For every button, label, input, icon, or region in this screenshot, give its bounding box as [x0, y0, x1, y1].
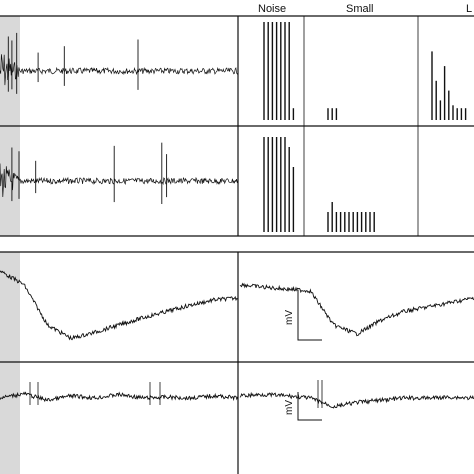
slow-trace-row-3-right: [239, 282, 474, 337]
scale-bar-row-3: [297, 290, 322, 341]
raw-trace-row-1: [0, 54, 239, 86]
scale-bar-row-4: [297, 392, 322, 421]
stimulus-shade-bottom: [0, 252, 20, 474]
column-label-large: L: [466, 3, 472, 15]
scale-bar-label-row-4: mV: [284, 400, 295, 415]
slow-trace-row-4-left: [0, 391, 239, 403]
histograms-layer: [263, 22, 467, 232]
raw-trace-row-2: [0, 163, 239, 198]
column-labels: Noise Small L: [258, 3, 472, 15]
slow-trace-row-3-left: [0, 270, 238, 341]
column-label-small: Small: [346, 3, 374, 15]
scale-bars-layer: [297, 290, 322, 421]
column-label-noise: Noise: [258, 3, 286, 15]
traces-layer: [0, 32, 474, 409]
slow-trace-row-4-right: [239, 391, 474, 409]
panel-frames: [0, 15, 474, 474]
scale-bar-label-row-3: mV: [284, 310, 295, 325]
